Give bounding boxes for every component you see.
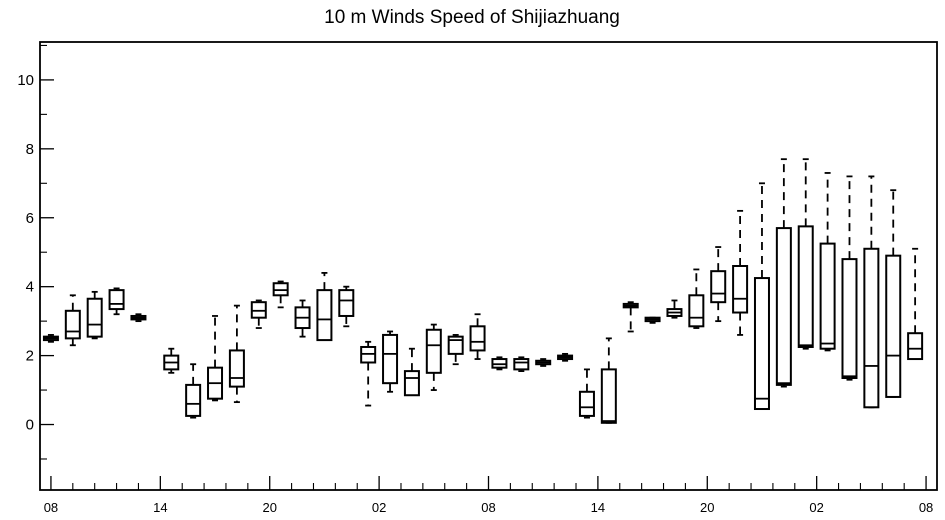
- box-item: [207, 315, 224, 402]
- box-item: [382, 330, 399, 393]
- box-item: [447, 334, 464, 366]
- box-item: [469, 313, 486, 360]
- y-tick-label: 10: [17, 72, 34, 89]
- box-item: [163, 347, 180, 374]
- box-item: [535, 358, 552, 367]
- box-item: [86, 290, 103, 340]
- box-item: [557, 352, 574, 362]
- x-tick-label: 14: [153, 500, 167, 515]
- box-item: [42, 334, 59, 343]
- y-tick-label: 2: [26, 348, 34, 365]
- box-body: [710, 270, 727, 304]
- box-item: [600, 337, 617, 424]
- x-tick-label: 02: [372, 500, 386, 515]
- box-item: [885, 189, 902, 398]
- box-item: [316, 271, 333, 342]
- box-body: [469, 325, 486, 352]
- box-item: [360, 340, 377, 407]
- x-tick-label: 08: [481, 500, 495, 515]
- y-tick-label: 8: [26, 141, 34, 158]
- box-body: [885, 254, 902, 398]
- y-tick-label: 4: [26, 279, 34, 296]
- box-item: [753, 182, 770, 411]
- box-item: [688, 268, 705, 329]
- box-body: [64, 309, 81, 340]
- box-body: [600, 368, 617, 424]
- box-body: [86, 297, 103, 338]
- box-body: [753, 277, 770, 411]
- box-item: [513, 356, 530, 373]
- box-body: [863, 247, 880, 409]
- box-body: [108, 289, 125, 311]
- box-item: [666, 299, 683, 319]
- x-tick-label: 20: [700, 500, 714, 515]
- box-item: [644, 316, 661, 324]
- box-item: [907, 247, 924, 361]
- box-item: [578, 368, 595, 419]
- box-body: [819, 242, 836, 350]
- box-item: [775, 158, 792, 388]
- box-body: [382, 333, 399, 385]
- x-tick-label: 08: [44, 500, 58, 515]
- box-body: [775, 227, 792, 386]
- box-body: [185, 383, 202, 417]
- box-body: [228, 349, 245, 388]
- box-item: [491, 356, 508, 371]
- box-body: [907, 332, 924, 361]
- box-item: [294, 299, 311, 338]
- box-item: [863, 175, 880, 409]
- box-item: [710, 246, 727, 323]
- box-item: [228, 304, 245, 404]
- box-body: [841, 258, 858, 380]
- box-body: [578, 390, 595, 417]
- chart-title: 10 m Winds Speed of Shijiazhuang: [324, 7, 620, 28]
- x-tick-label: 02: [809, 500, 823, 515]
- box-item: [250, 299, 267, 329]
- box-series: [42, 158, 924, 424]
- box-item: [403, 347, 420, 397]
- x-tick-label: 08: [919, 500, 933, 515]
- box-body: [338, 289, 355, 317]
- box-body: [732, 265, 749, 314]
- box-body: [513, 358, 530, 371]
- box-body: [688, 294, 705, 328]
- box-body: [797, 225, 814, 348]
- x-tick-label: 20: [262, 500, 276, 515]
- box-item: [64, 294, 81, 347]
- x-tick-label: 14: [591, 500, 605, 515]
- y-tick-label: 6: [26, 210, 34, 227]
- box-item: [841, 175, 858, 381]
- box-item: [425, 323, 442, 391]
- box-item: [108, 287, 125, 316]
- box-item: [185, 363, 202, 419]
- box-item: [272, 280, 289, 309]
- box-item: [819, 172, 836, 352]
- box-item: [130, 313, 147, 323]
- box-item: [797, 158, 814, 350]
- box-body: [403, 370, 420, 397]
- box-body: [316, 289, 333, 342]
- y-tick-label: 0: [26, 417, 34, 434]
- box-item: [622, 301, 639, 333]
- box-item: [732, 209, 749, 336]
- box-body: [425, 328, 442, 374]
- box-item: [338, 285, 355, 328]
